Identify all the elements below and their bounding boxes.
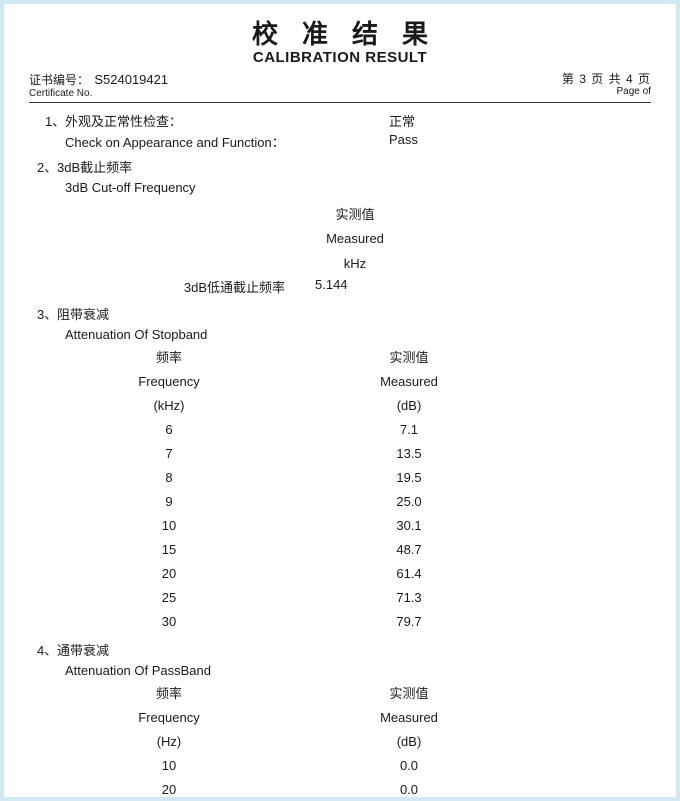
page-current: 3 xyxy=(579,72,587,86)
value-cell: 0.0 xyxy=(309,778,509,797)
section3-head-en: Attenuation Of Stopband xyxy=(29,327,651,342)
sb-meas-en: Measured xyxy=(309,370,509,394)
section1-val-cn: 正常 xyxy=(389,111,415,130)
page-info-en: Page of xyxy=(562,86,651,98)
cutoff-meas-en: Measured xyxy=(305,227,405,252)
cutoff-row-val: 5.144 xyxy=(305,277,405,296)
page-mid: 页 共 xyxy=(591,72,621,86)
pb-meas-cn: 实测值 xyxy=(309,682,509,706)
table-row: 1030.1 xyxy=(29,514,651,538)
page-suffix: 页 xyxy=(638,72,651,86)
freq-cell: 30 xyxy=(29,610,309,634)
section1-text-cn: 外观及正常性检查： xyxy=(65,114,182,129)
cert-label-cn: 证书编号： xyxy=(29,73,89,87)
table-row: 200.0 xyxy=(29,778,651,797)
divider xyxy=(29,102,651,103)
section2-text-cn: 3dB截止频率 xyxy=(57,160,132,175)
table-row: 1548.7 xyxy=(29,538,651,562)
section2-head-en: 3dB Cut-off Frequency xyxy=(29,180,651,195)
section2-num: 2、 xyxy=(29,157,57,176)
table-row: 100.0 xyxy=(29,754,651,778)
pb-freq-unit: (Hz) xyxy=(29,730,309,754)
title-cn: 校准结果 xyxy=(53,14,651,51)
passband-rows: 100.0200.0500.0 xyxy=(29,754,651,797)
freq-cell: 20 xyxy=(29,562,309,586)
section1-row-cn: 1、外观及正常性检查： 正常 xyxy=(29,111,651,130)
cutoff-meas-cn: 实测值 xyxy=(305,203,405,228)
freq-cell: 8 xyxy=(29,466,309,490)
sb-freq-cn: 频率 xyxy=(29,346,309,370)
table-row: 67.1 xyxy=(29,418,651,442)
value-cell: 48.7 xyxy=(309,538,509,562)
stopband-table: 频率 实测值 Frequency Measured (kHz) (dB) 67.… xyxy=(29,346,651,635)
table-row: 2061.4 xyxy=(29,562,651,586)
value-cell: 0.0 xyxy=(309,754,509,778)
title-en: CALIBRATION RESULT xyxy=(29,49,651,66)
freq-cell: 7 xyxy=(29,442,309,466)
cutoff-row-label: 3dB低通截止频率 xyxy=(29,277,305,296)
section1-label-cn: 1、外观及正常性检查： xyxy=(29,111,389,130)
section4-head-cn: 4、通带衰减 xyxy=(29,640,651,659)
pb-meas-en: Measured xyxy=(309,706,509,730)
header-row: 证书编号： S524019421 Certificate No. 第 3 页 共… xyxy=(29,72,651,100)
section3-num: 3、 xyxy=(29,304,57,323)
section1-row-en: Check on Appearance and Function： Pass xyxy=(29,132,651,151)
table-row: 925.0 xyxy=(29,490,651,514)
cutoff-block: 实测值 Measured kHz 3dB低通截止频率 5.144 xyxy=(29,203,651,296)
value-cell: 7.1 xyxy=(309,418,509,442)
section4-num: 4、 xyxy=(29,640,57,659)
value-cell: 19.5 xyxy=(309,466,509,490)
page-total: 4 xyxy=(626,72,634,86)
freq-cell: 25 xyxy=(29,586,309,610)
value-cell: 71.3 xyxy=(309,586,509,610)
freq-cell: 10 xyxy=(29,514,309,538)
page-info: 第 3 页 共 4 页 Page of xyxy=(562,72,651,98)
value-cell: 79.7 xyxy=(309,610,509,634)
section1-val-en: Pass xyxy=(389,132,418,151)
value-cell: 25.0 xyxy=(309,490,509,514)
section2-head-cn: 2、3dB截止频率 xyxy=(29,157,651,176)
freq-cell: 20 xyxy=(29,778,309,797)
section3-text-cn: 阻带衰减 xyxy=(57,307,109,322)
table-row: 2571.3 xyxy=(29,586,651,610)
section1-label-en: Check on Appearance and Function： xyxy=(29,132,389,151)
value-cell: 30.1 xyxy=(309,514,509,538)
cert-label-en: Certificate No. xyxy=(29,88,168,100)
freq-cell: 10 xyxy=(29,754,309,778)
cert-block: 证书编号： S524019421 Certificate No. xyxy=(29,72,168,100)
section4-head-en: Attenuation Of PassBand xyxy=(29,663,651,678)
table-row: 713.5 xyxy=(29,442,651,466)
sb-freq-unit: (kHz) xyxy=(29,394,309,418)
pb-meas-unit: (dB) xyxy=(309,730,509,754)
value-cell: 61.4 xyxy=(309,562,509,586)
section3-head-cn: 3、阻带衰减 xyxy=(29,304,651,323)
cert-number: S524019421 xyxy=(94,72,168,87)
content-body: 1、外观及正常性检查： 正常 Check on Appearance and F… xyxy=(29,111,651,797)
pb-freq-cn: 频率 xyxy=(29,682,309,706)
freq-cell: 15 xyxy=(29,538,309,562)
section1-num: 1、 xyxy=(37,111,65,130)
sb-freq-en: Frequency xyxy=(29,370,309,394)
passband-table: 频率 实测值 Frequency Measured (Hz) (dB) 100.… xyxy=(29,682,651,797)
value-cell: 13.5 xyxy=(309,442,509,466)
pb-freq-en: Frequency xyxy=(29,706,309,730)
cutoff-unit: kHz xyxy=(305,252,405,277)
table-row: 819.5 xyxy=(29,466,651,490)
table-row: 3079.7 xyxy=(29,610,651,634)
calibration-page: 校准结果 CALIBRATION RESULT 证书编号： S524019421… xyxy=(4,4,676,797)
section4-text-cn: 通带衰减 xyxy=(57,643,109,658)
stopband-rows: 67.1713.5819.5925.01030.11548.72061.4257… xyxy=(29,418,651,634)
sb-meas-cn: 实测值 xyxy=(309,346,509,370)
freq-cell: 9 xyxy=(29,490,309,514)
page-info-cn: 第 3 页 共 4 页 xyxy=(562,72,651,86)
page-prefix: 第 xyxy=(562,72,575,86)
sb-meas-unit: (dB) xyxy=(309,394,509,418)
freq-cell: 6 xyxy=(29,418,309,442)
